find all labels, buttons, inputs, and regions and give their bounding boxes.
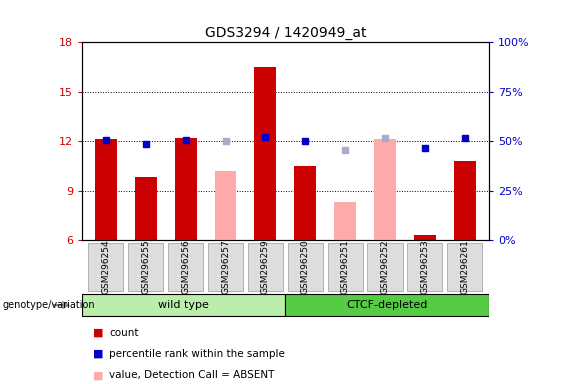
Bar — [454, 161, 476, 240]
Bar — [135, 177, 157, 240]
Text: ■: ■ — [93, 370, 104, 380]
Text: GSM296256: GSM296256 — [181, 240, 190, 294]
FancyBboxPatch shape — [328, 243, 363, 291]
Text: GSM296257: GSM296257 — [221, 240, 230, 294]
FancyBboxPatch shape — [88, 243, 123, 291]
FancyBboxPatch shape — [367, 243, 403, 291]
Text: GSM296253: GSM296253 — [420, 240, 429, 294]
Text: count: count — [109, 328, 138, 338]
FancyBboxPatch shape — [248, 243, 283, 291]
Text: genotype/variation: genotype/variation — [3, 300, 95, 310]
Title: GDS3294 / 1420949_at: GDS3294 / 1420949_at — [205, 26, 366, 40]
FancyBboxPatch shape — [285, 294, 489, 316]
Bar — [254, 67, 276, 240]
Text: GSM296254: GSM296254 — [101, 240, 110, 294]
FancyBboxPatch shape — [82, 294, 285, 316]
Text: CTCF-depleted: CTCF-depleted — [346, 300, 428, 310]
Bar — [414, 235, 436, 240]
Text: ■: ■ — [93, 349, 104, 359]
Text: value, Detection Call = ABSENT: value, Detection Call = ABSENT — [109, 370, 275, 380]
Bar — [294, 166, 316, 240]
Text: ■: ■ — [93, 328, 104, 338]
FancyBboxPatch shape — [407, 243, 442, 291]
Bar — [334, 202, 356, 240]
Bar — [175, 138, 197, 240]
Bar — [215, 171, 237, 240]
FancyBboxPatch shape — [128, 243, 163, 291]
Bar — [95, 139, 117, 240]
Text: GSM296251: GSM296251 — [341, 240, 350, 294]
Text: percentile rank within the sample: percentile rank within the sample — [109, 349, 285, 359]
Text: GSM296250: GSM296250 — [301, 240, 310, 294]
Text: GSM296259: GSM296259 — [261, 240, 270, 294]
Text: GSM296261: GSM296261 — [460, 240, 470, 294]
FancyBboxPatch shape — [208, 243, 243, 291]
FancyBboxPatch shape — [168, 243, 203, 291]
FancyBboxPatch shape — [447, 243, 483, 291]
FancyBboxPatch shape — [288, 243, 323, 291]
Text: GSM296255: GSM296255 — [141, 240, 150, 294]
Text: wild type: wild type — [158, 300, 209, 310]
Text: GSM296252: GSM296252 — [381, 240, 389, 294]
Bar — [374, 139, 396, 240]
